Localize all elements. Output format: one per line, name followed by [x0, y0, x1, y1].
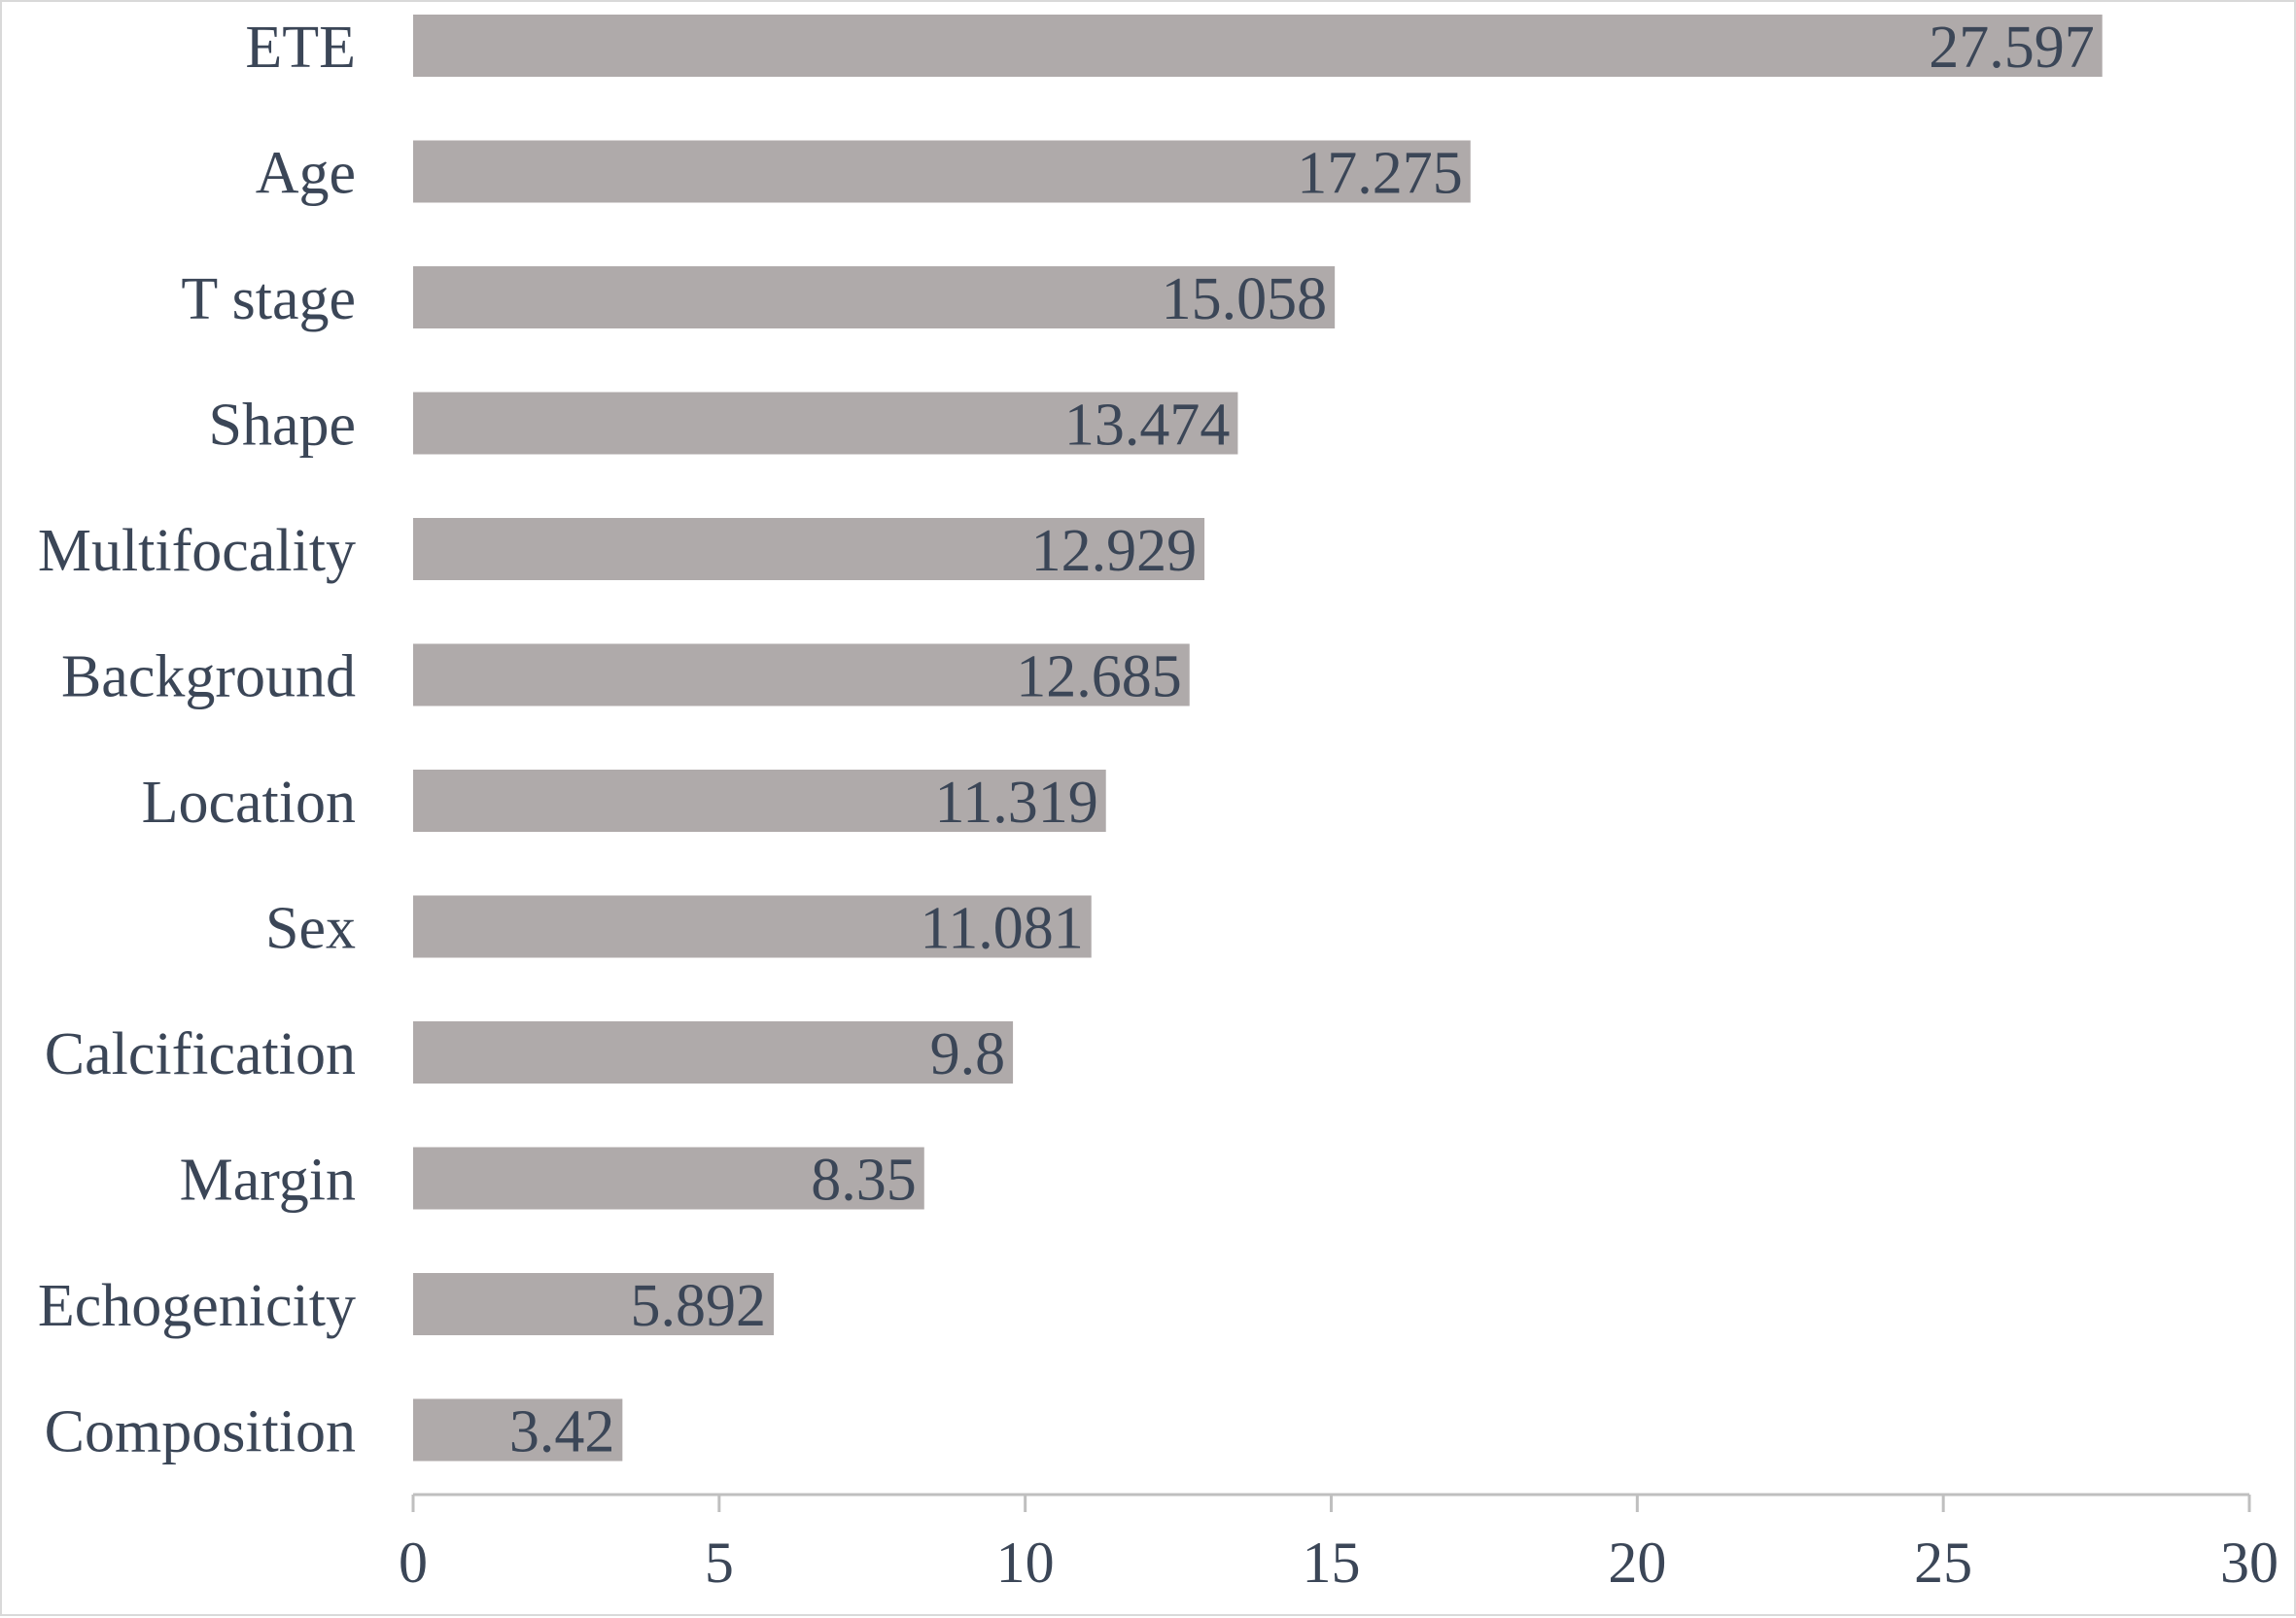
data-label: 15.058	[1162, 266, 1328, 332]
category-label: Sex	[265, 896, 356, 962]
bar-age	[413, 140, 1471, 203]
data-label: 17.275	[1297, 141, 1463, 207]
bar-calcification	[413, 1021, 1014, 1084]
x-tick-label: 5	[705, 1531, 734, 1595]
x-tick-label: 0	[399, 1531, 428, 1595]
category-label: Composition	[45, 1399, 356, 1465]
x-tick-label: 15	[1303, 1531, 1361, 1595]
bar-shape	[413, 392, 1238, 455]
x-tick-label: 20	[1608, 1531, 1666, 1595]
bar-multifocality	[413, 518, 1205, 580]
bar-background	[413, 643, 1190, 706]
bar-composition	[413, 1398, 623, 1462]
data-label: 11.081	[921, 896, 1084, 962]
category-label: Age	[256, 141, 356, 207]
category-label: T stage	[181, 266, 356, 332]
category-labels: ETE Age T stage Shape Multifocality Backgroun…	[38, 15, 356, 1465]
data-label: 11.319	[935, 770, 1098, 836]
x-axis: 0 5 10 15 20 25 30	[399, 1493, 2279, 1595]
bars-layer: 27.597 17.275 15.058 13.474 12.929 12.685 11.3…	[413, 15, 2103, 1465]
category-label: ETE	[245, 15, 356, 81]
data-label: 9.8	[930, 1021, 1006, 1087]
data-label: 27.597	[1929, 15, 2095, 81]
bar-location	[413, 770, 1106, 832]
data-label: 8.35	[811, 1148, 917, 1214]
data-label: 3.42	[509, 1399, 615, 1465]
category-label: Multifocality	[38, 518, 356, 584]
category-label: Margin	[180, 1148, 356, 1214]
category-label: Background	[61, 644, 356, 710]
category-label: Echogenicity	[38, 1273, 356, 1339]
data-label: 12.685	[1016, 644, 1182, 710]
x-tick-label: 10	[996, 1531, 1055, 1595]
data-label: 12.929	[1031, 518, 1198, 584]
bar-ete	[413, 15, 2103, 77]
category-label: Location	[142, 770, 356, 836]
category-label: Shape	[208, 393, 356, 459]
category-label: Calcification	[45, 1021, 356, 1087]
bar-sex	[413, 895, 1092, 958]
data-label: 5.892	[630, 1273, 766, 1339]
data-label: 13.474	[1064, 393, 1231, 459]
bar-echogenicity	[413, 1273, 774, 1335]
x-tick-label: 25	[1914, 1531, 1972, 1595]
bar-t-stage	[413, 266, 1336, 328]
x-tick-label: 30	[2220, 1531, 2279, 1595]
bar-margin	[413, 1147, 924, 1210]
